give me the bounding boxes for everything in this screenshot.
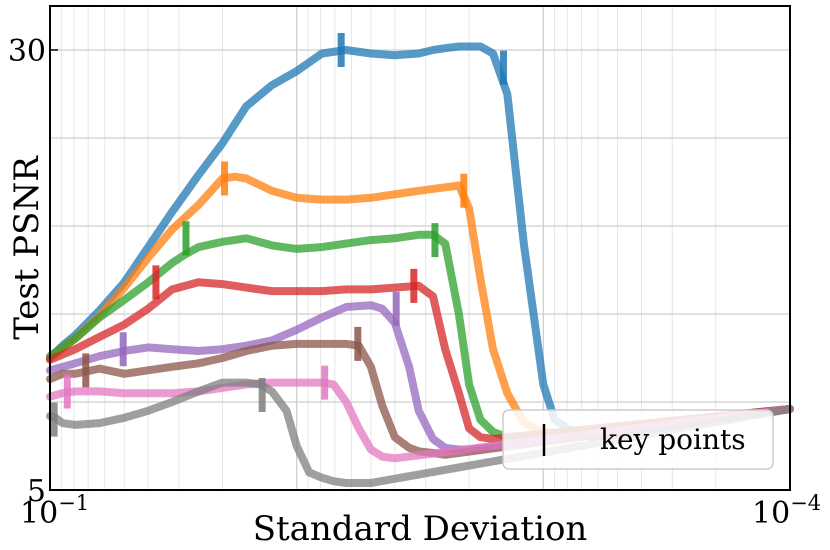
series-line-blue — [46, 42, 794, 442]
series-line-orange — [46, 172, 794, 438]
y-tick-label: 5 — [27, 474, 46, 509]
series-line-green — [46, 230, 794, 442]
series-line-red — [46, 278, 794, 443]
key-points-layer — [50, 33, 508, 437]
series-layer — [46, 42, 794, 487]
y-tick-label: 30 — [8, 34, 46, 69]
plot-frame — [49, 5, 791, 491]
x-tick-label: 10−4 — [752, 491, 821, 531]
grid — [49, 6, 791, 490]
legend-box — [502, 409, 774, 470]
series-line-purple — [46, 301, 794, 454]
series-line-brown — [46, 339, 794, 459]
x-tick-label: 10−1 — [20, 491, 89, 531]
legend: key points — [502, 409, 774, 470]
x-tick-base: 10 — [20, 496, 58, 531]
x-axis-label: Standard Deviation — [253, 509, 588, 549]
x-tick-base: 10 — [752, 496, 790, 531]
y-axis-label: Test PSNR — [7, 155, 47, 340]
x-tick-exponent: −4 — [790, 491, 821, 515]
legend-key-label: key points — [600, 423, 746, 456]
x-tick-exponent: −1 — [58, 491, 89, 515]
series-line-gray — [46, 378, 794, 487]
